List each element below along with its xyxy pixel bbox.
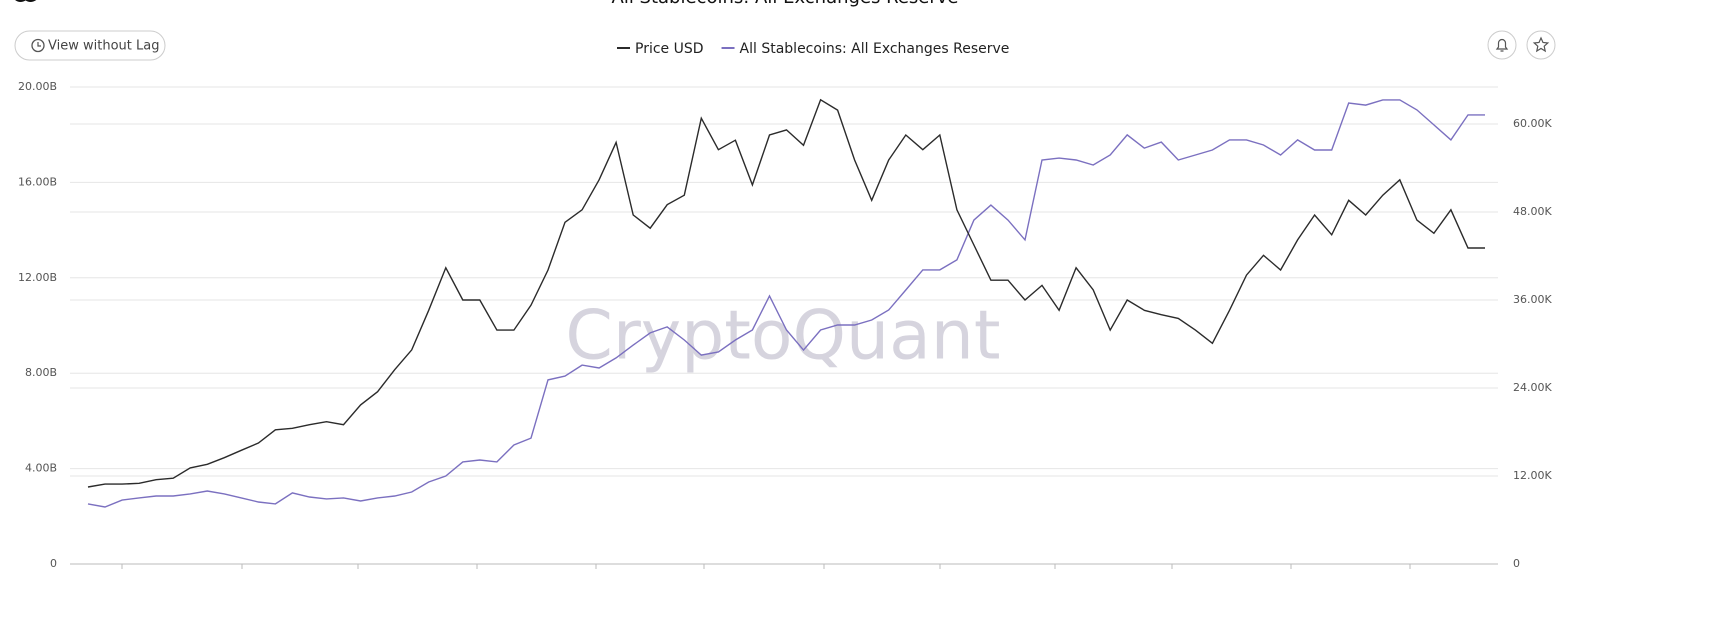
y2-tick-label: 48.00K bbox=[1513, 205, 1552, 218]
legend-label: All Stablecoins: All Exchanges Reserve bbox=[740, 41, 1010, 57]
y-tick-label: 16.00B bbox=[18, 175, 57, 188]
lag-button[interactable]: View without Lag bbox=[14, 30, 166, 61]
legend: Price USD All Stablecoins: All Exchanges … bbox=[617, 41, 1009, 57]
y2-tick-label: 0 bbox=[1513, 557, 1520, 570]
y-tick-label: 4.00B bbox=[25, 462, 57, 475]
y-tick-label: 12.00B bbox=[18, 271, 57, 284]
y2-tick-label: 60.00K bbox=[1513, 117, 1552, 130]
grid bbox=[70, 86, 1498, 565]
y2-tick-label: 24.00K bbox=[1513, 381, 1552, 394]
y-tick-label: 8.00B bbox=[25, 366, 57, 379]
series-line bbox=[87, 99, 1485, 508]
button-frame bbox=[1487, 30, 1517, 60]
y2-tick-label: 36.00K bbox=[1513, 293, 1552, 306]
clock-icon bbox=[31, 38, 45, 53]
watermark: CryptoQuant bbox=[565, 297, 1000, 376]
clock-hands bbox=[37, 42, 41, 47]
star-button[interactable] bbox=[1526, 30, 1556, 60]
bell-button[interactable] bbox=[1487, 30, 1517, 60]
chart-title: All Stablecoins: All Exchanges Reserve bbox=[612, 0, 959, 8]
legend-label: Price USD bbox=[635, 41, 704, 57]
y-tick-label: 0 bbox=[50, 557, 57, 570]
button-label: View without Lag bbox=[48, 39, 159, 54]
y2-tick-label: 12.00K bbox=[1513, 469, 1552, 482]
bell-icon bbox=[1495, 38, 1509, 52]
button-frame bbox=[1526, 30, 1556, 60]
star-icon bbox=[1532, 36, 1550, 53]
button-frame bbox=[14, 30, 166, 61]
series-line bbox=[87, 98, 1485, 488]
y-tick-label: 20.00B bbox=[18, 80, 57, 93]
x-axis bbox=[70, 563, 1498, 569]
